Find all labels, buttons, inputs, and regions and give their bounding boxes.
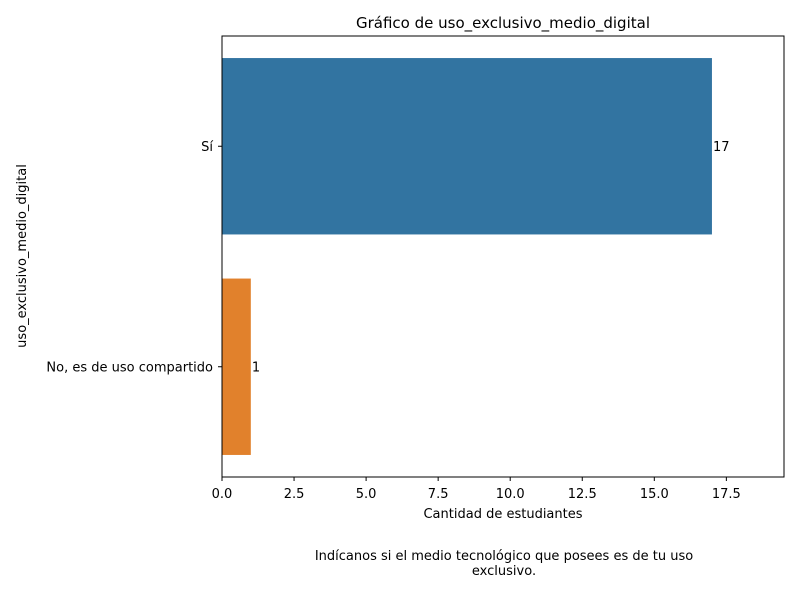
x-tick-label-1: 2.5 [284,487,305,502]
x-tick-label-3: 7.5 [428,487,449,502]
x-tick-label-0: 0.0 [212,487,233,502]
x-axis-label: Cantidad de estudiantes [423,507,582,522]
chart-title: Gráfico de uso_exclusivo_medio_digital [356,14,650,33]
x-axis: 0.0 2.5 5.0 7.5 10.0 12.5 15.0 17.5 [212,477,741,502]
bar-1 [222,278,251,455]
data-label-1: 1 [252,360,260,375]
x-tick-label-5: 12.5 [568,487,597,502]
bars-group: 17 1 [222,58,729,455]
data-label-0: 17 [713,140,730,155]
bar-0 [222,58,712,235]
x-tick-label-2: 5.0 [356,487,377,502]
y-axis-label: uso_exclusivo_medio_digital [15,164,30,348]
y-axis: Sí No, es de uso compartido [46,140,222,375]
x-tick-label-4: 10.0 [496,487,525,502]
y-tick-label-1: No, es de uso compartido [46,360,213,375]
chart-caption: Indícanos si el medio tecnológico que po… [314,549,694,579]
x-tick-label-6: 15.0 [640,487,669,502]
y-tick-label-0: Sí [201,140,213,155]
x-tick-label-7: 17.5 [712,487,741,502]
plot-frame [221,35,785,478]
